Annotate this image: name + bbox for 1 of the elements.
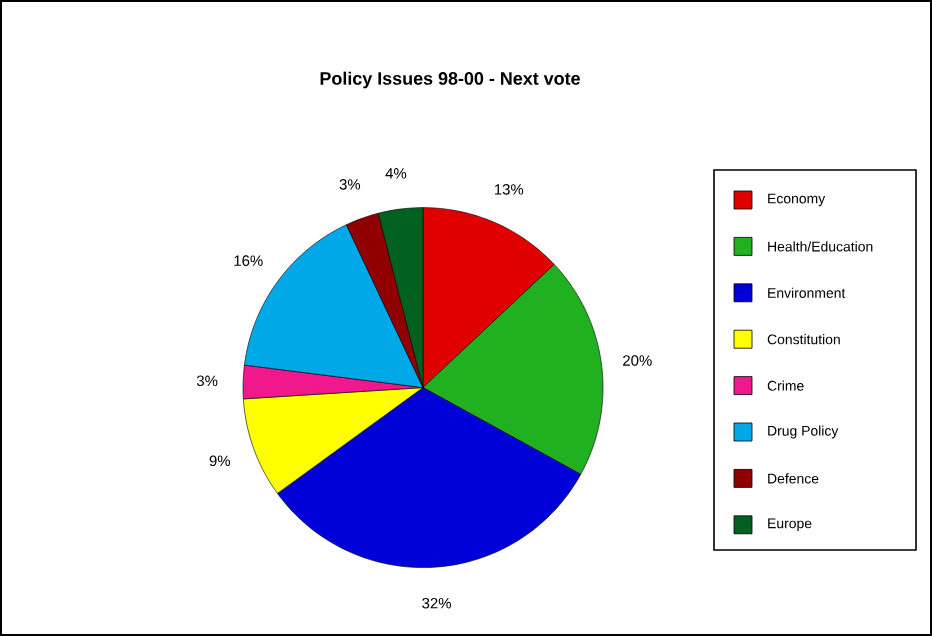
- chart-title: Policy Issues 98-00 - Next vote: [320, 71, 580, 89]
